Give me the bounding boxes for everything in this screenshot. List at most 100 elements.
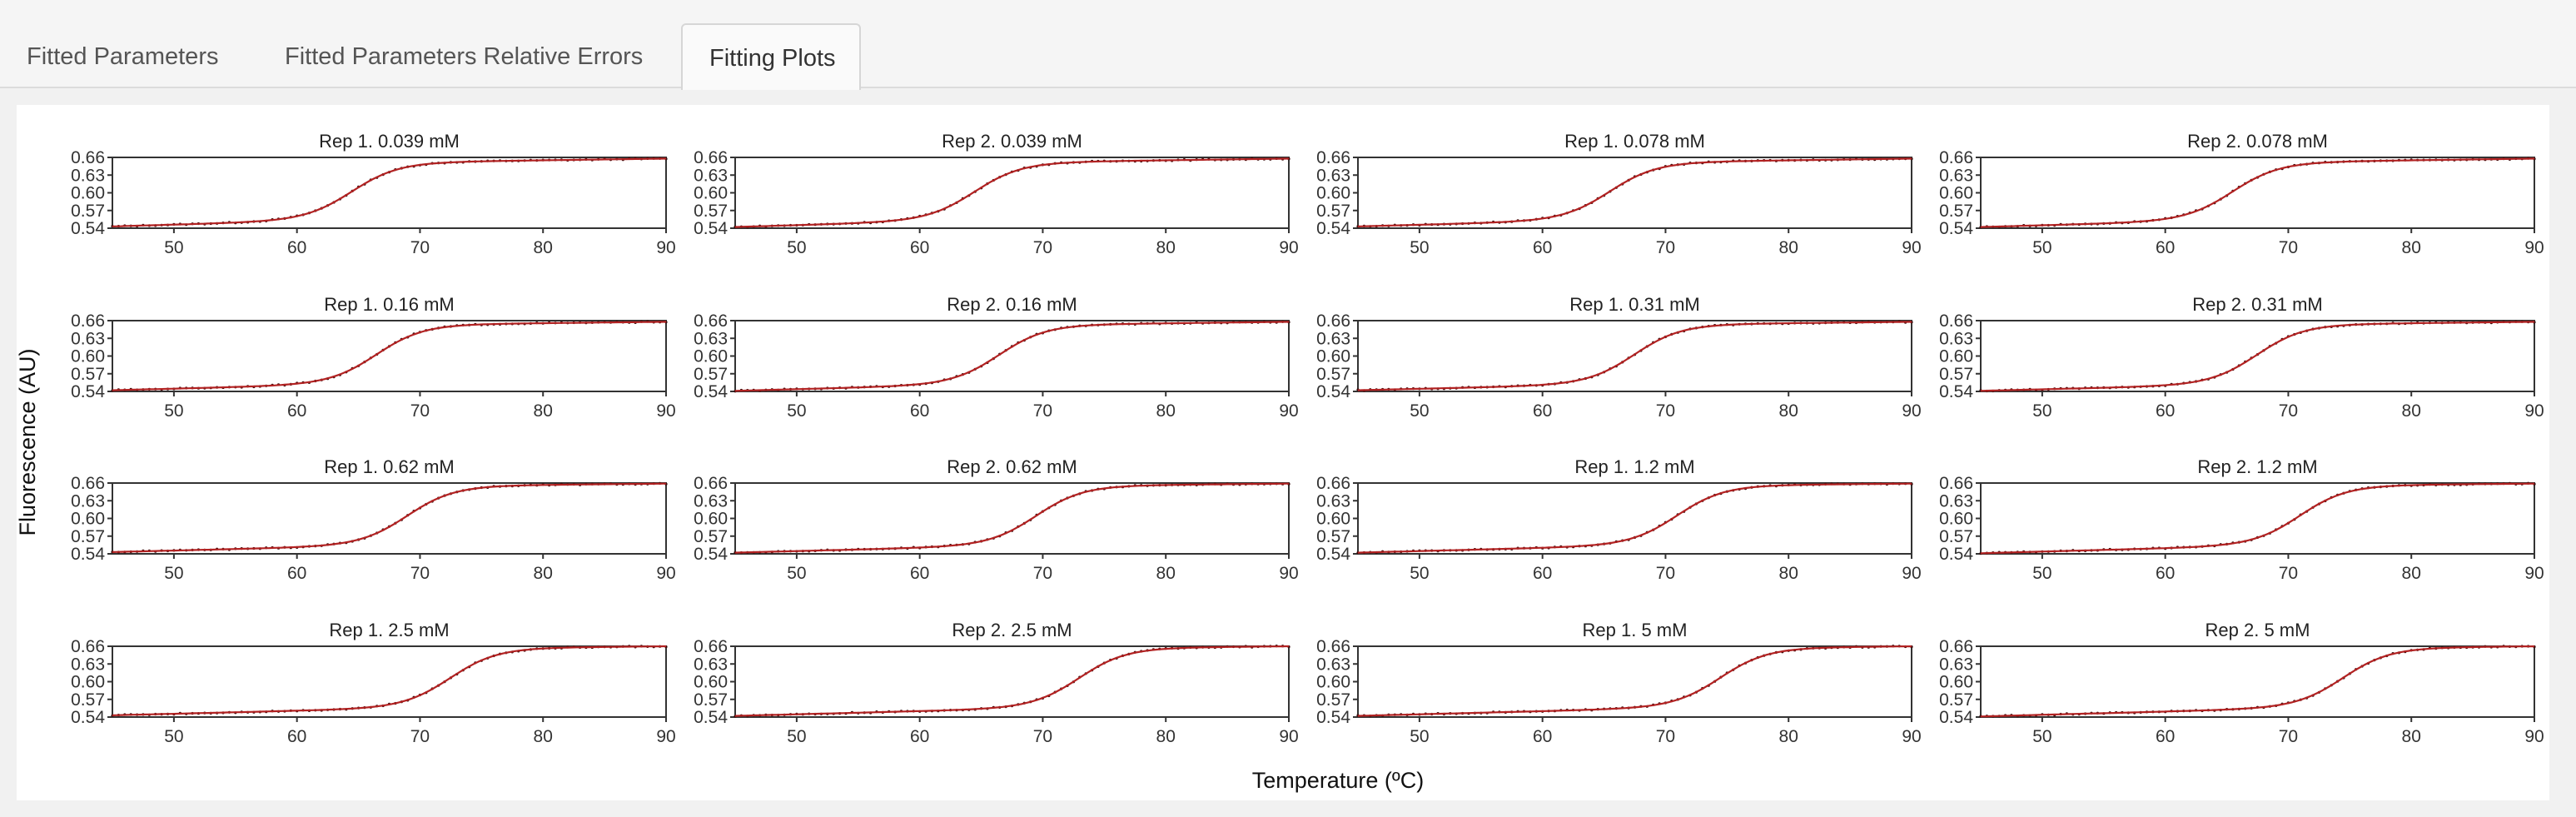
- panel-title: Rep 2. 5 mM: [2206, 620, 2310, 640]
- x-tick-label: 80: [1156, 564, 1176, 583]
- x-tick-label: 60: [1533, 238, 1552, 257]
- x-tick-label: 50: [787, 401, 806, 421]
- y-tick-label: 0.54: [1939, 545, 1973, 564]
- y-tick-label: 0.63: [694, 166, 728, 185]
- x-tick-label: 70: [410, 727, 430, 746]
- y-tick-label: 0.60: [71, 510, 105, 529]
- x-tick-label: 90: [2524, 727, 2544, 746]
- x-tick-label: 70: [1033, 727, 1052, 746]
- y-tick-label: 0.57: [694, 527, 728, 546]
- panel-frame: [1357, 645, 1912, 718]
- y-tick-label: 0.63: [1939, 491, 1973, 511]
- x-tick-label: 80: [2402, 238, 2421, 257]
- x-tick-label: 60: [2156, 401, 2175, 421]
- fit-line: [112, 157, 667, 227]
- y-tick-label: 0.66: [1939, 311, 1973, 331]
- y-tick-label: 0.60: [694, 347, 728, 366]
- panel-title: Rep 2. 1.2 mM: [2197, 456, 2317, 477]
- x-tick-label: 70: [1656, 401, 1675, 421]
- fit-line: [1980, 321, 2535, 392]
- panel-frame: [734, 482, 1290, 555]
- x-tick-label: 90: [656, 564, 675, 583]
- fit-line: [1980, 482, 2534, 555]
- y-tick-label: 0.66: [1316, 637, 1350, 656]
- y-tick-label: 0.66: [1316, 474, 1350, 493]
- y-tick-label: 0.63: [71, 329, 105, 348]
- x-tick-label: 90: [1902, 564, 1921, 583]
- x-tick-label: 90: [2524, 238, 2544, 257]
- y-tick-label: 0.57: [1939, 527, 1973, 546]
- y-tick-label: 0.63: [71, 491, 105, 511]
- x-tick-label: 60: [910, 238, 929, 257]
- y-tick-label: 0.54: [694, 382, 728, 401]
- x-tick-label: 80: [534, 238, 553, 257]
- x-tick-label: 80: [1779, 727, 1798, 746]
- panel-frame: [1357, 320, 1912, 392]
- y-tick-label: 0.60: [1316, 184, 1350, 203]
- fit-line: [112, 645, 666, 716]
- x-tick-label: 80: [1156, 401, 1176, 421]
- y-tick-label: 0.60: [1316, 673, 1350, 692]
- x-tick-label: 90: [1902, 401, 1921, 421]
- x-tick-label: 50: [2032, 401, 2051, 421]
- y-tick-label: 0.57: [694, 202, 728, 221]
- y-axis-label: Fluorescence (AU): [17, 348, 40, 536]
- panel-title: Rep 1. 0.078 mM: [1564, 131, 1705, 152]
- y-tick-label: 0.63: [694, 655, 728, 674]
- panel-title: Rep 2. 2.5 mM: [952, 620, 1072, 640]
- x-tick-label: 70: [410, 238, 430, 257]
- panel-frame: [1357, 482, 1912, 555]
- y-tick-label: 0.54: [1939, 219, 1973, 238]
- x-tick-label: 70: [410, 401, 430, 421]
- x-tick-label: 50: [787, 238, 806, 257]
- fit-line: [1980, 157, 2535, 228]
- x-tick-label: 70: [1656, 727, 1675, 746]
- y-tick-label: 0.63: [71, 655, 105, 674]
- panel-title: Rep 2. 0.16 mM: [947, 294, 1077, 315]
- y-tick-label: 0.60: [71, 673, 105, 692]
- y-tick-label: 0.57: [1316, 365, 1350, 384]
- x-tick-label: 60: [2156, 564, 2175, 583]
- y-tick-label: 0.63: [1939, 655, 1973, 674]
- y-tick-label: 0.60: [1316, 347, 1350, 366]
- facet-panel: Rep 1. 0.16 mM 0.540.570.600.630.66 50 60 70…: [71, 294, 676, 421]
- x-tick-label: 70: [2279, 238, 2298, 257]
- x-tick-label: 80: [1779, 401, 1798, 421]
- y-tick-label: 0.60: [71, 347, 105, 366]
- y-tick-label: 0.54: [1316, 545, 1350, 564]
- facet-panel: Rep 1. 5 mM 0.540.570.600.630.66 50 60 70 80 9…: [1316, 620, 1922, 746]
- panel-title: Rep 2. 0.62 mM: [947, 456, 1077, 477]
- facet-panel: Rep 1. 1.2 mM 0.540.570.600.630.66 50 60 70 8…: [1316, 456, 1922, 583]
- y-tick-label: 0.66: [694, 311, 728, 331]
- facet-panel: Rep 2. 0.62 mM 0.540.570.600.630.66 50 60 70…: [694, 456, 1299, 583]
- tab-fitted-parameters-relative-errors[interactable]: Fitted Parameters Relative Errors: [285, 43, 644, 70]
- fit-line: [112, 482, 666, 553]
- y-tick-label: 0.66: [71, 637, 105, 656]
- y-tick-label: 0.66: [1316, 311, 1350, 331]
- panel-frame: [112, 645, 667, 718]
- y-tick-label: 0.54: [1939, 382, 1973, 401]
- y-tick-label: 0.60: [1939, 184, 1973, 203]
- y-tick-label: 0.63: [1939, 329, 1973, 348]
- y-tick-label: 0.63: [694, 491, 728, 511]
- y-tick-label: 0.57: [1316, 690, 1350, 710]
- y-tick-label: 0.60: [694, 510, 728, 529]
- facet-panel: Rep 2. 0.31 mM 0.540.570.600.630.66 50 60 70…: [1939, 294, 2544, 421]
- x-tick-label: 60: [2156, 727, 2175, 746]
- y-tick-label: 0.63: [1316, 491, 1350, 511]
- x-tick-label: 50: [2032, 238, 2051, 257]
- fit-line: [112, 321, 667, 391]
- panel-frame: [734, 320, 1290, 392]
- fit-line: [1980, 645, 2535, 718]
- y-tick-label: 0.63: [1316, 655, 1350, 674]
- tab-fitted-parameters[interactable]: Fitted Parameters: [27, 43, 219, 70]
- facet-panel: Rep 1. 0.62 mM 0.540.570.600.630.66 50 60 70…: [71, 456, 676, 583]
- facet-panel: Rep 1. 0.039 mM 0.540.570.600.630.66 50 60 7…: [71, 131, 676, 257]
- y-tick-label: 0.57: [1939, 690, 1973, 710]
- tab-fitting-plots[interactable]: Fitting Plots: [681, 23, 861, 90]
- panel-frame: [112, 320, 667, 392]
- y-tick-label: 0.54: [71, 382, 105, 401]
- fit-line: [734, 482, 1289, 554]
- fit-line: [1357, 321, 1912, 391]
